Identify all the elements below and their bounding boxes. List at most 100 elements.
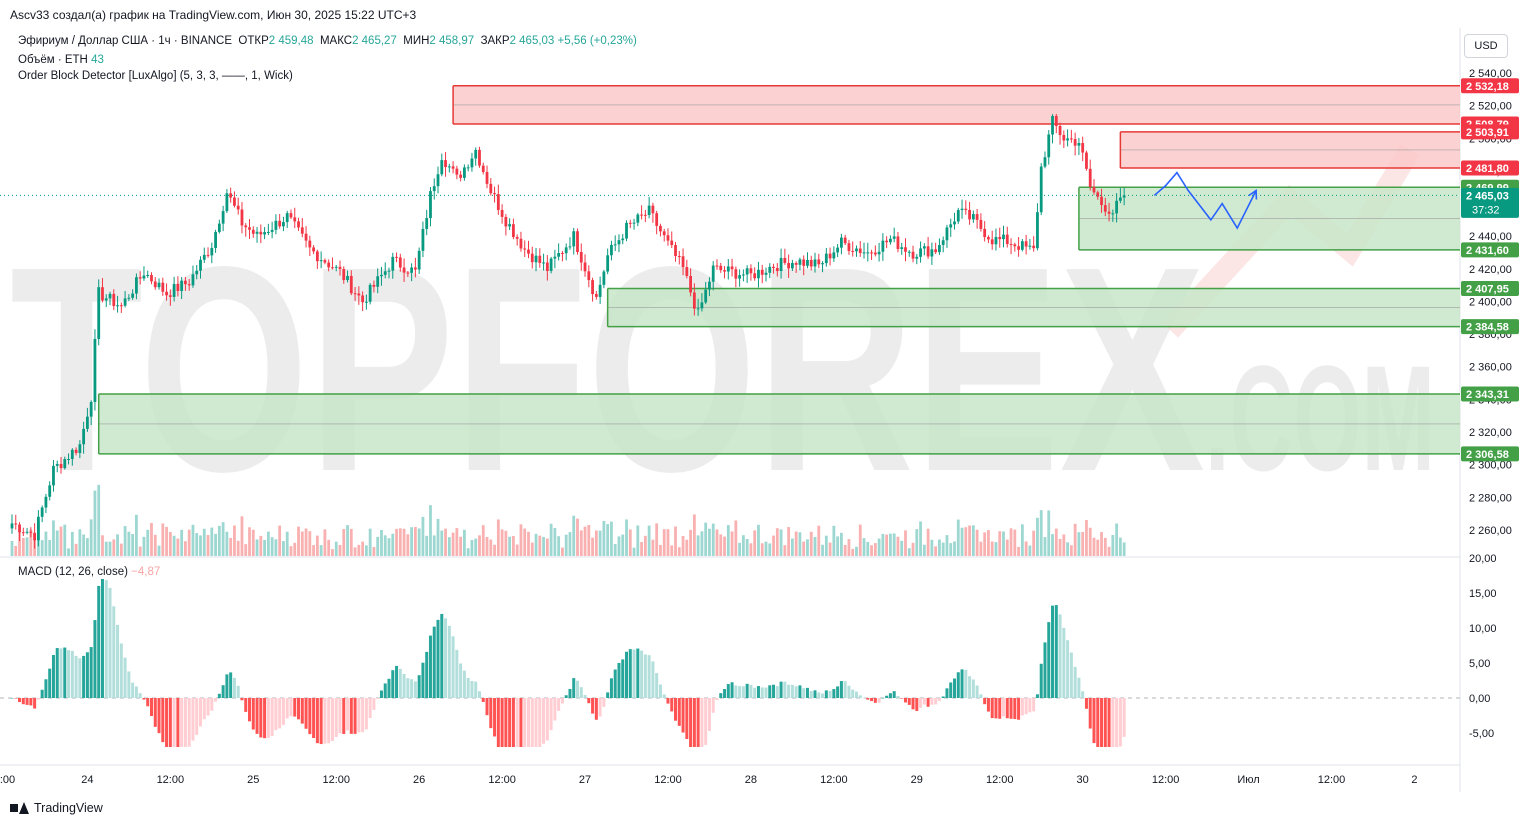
volume-bar [719, 534, 723, 556]
macd-bar [960, 669, 964, 698]
macd-bar [266, 698, 270, 738]
macd-bar [289, 698, 293, 717]
macd-bar [572, 678, 576, 698]
volume-bar [78, 529, 82, 556]
volume-bar [29, 529, 33, 556]
time-axis[interactable]: 2:00 24 12:00 25 12:00 26 12:00 27 12:00 28 12:00 2… [0, 774, 1418, 786]
chart-attribution: Ascv33 создал(а) график на TradingView.c… [10, 8, 417, 22]
volume-bar [455, 528, 459, 556]
candle-body [685, 267, 689, 276]
candle-body [636, 214, 640, 223]
candle-body [719, 265, 723, 271]
macd-bar [617, 662, 621, 698]
volume-bar [677, 547, 681, 556]
macd-bar [640, 650, 644, 698]
macd-bar [451, 636, 455, 698]
candle-body [131, 293, 135, 298]
volume-bar [700, 531, 704, 556]
volume-legend[interactable]: Объём · ETH 43 [18, 54, 104, 66]
macd-bar [410, 679, 414, 698]
volume-bar [63, 524, 67, 556]
candle-body [1092, 186, 1096, 193]
time-tick-label: 29 [911, 774, 923, 786]
macd-bar [953, 678, 956, 698]
macd-bar [560, 698, 564, 704]
volume-bar [934, 546, 938, 556]
forecast-drawing[interactable] [1153, 171, 1258, 230]
macd-legend[interactable]: MACD (12, 26, close) −4,87 [18, 566, 160, 578]
price-level-text: 2 465,03 [1466, 190, 1509, 202]
indicator-legend[interactable]: Order Block Detector [LuxAlgo] (5, 3, 3,… [18, 70, 293, 82]
volume-bar [297, 526, 300, 556]
macd-bar [1032, 698, 1036, 712]
volume-bar [323, 529, 327, 556]
candle-body [157, 282, 161, 288]
macd-bar [29, 698, 33, 706]
volume-bar [406, 534, 410, 556]
volume-bar [938, 539, 941, 556]
volume-bar [515, 544, 519, 556]
macd-bar [281, 698, 285, 725]
macd-bar [523, 698, 527, 747]
volume-bar [327, 539, 331, 556]
macd-bar [436, 619, 440, 698]
candle-body [1005, 234, 1009, 245]
macd-bar [323, 698, 327, 744]
price-level-label: 2 503,91 [1461, 124, 1519, 140]
volume-bar [994, 542, 998, 556]
macd-bar [278, 698, 282, 729]
candle-body [794, 262, 798, 265]
macd-bar [89, 647, 93, 698]
price-level-label: 2 481,80 [1461, 160, 1519, 176]
symbol-legend[interactable]: Эфириум / Доллар США · 1ч · BINANCE ОТКР… [18, 35, 637, 47]
volume-bar [93, 490, 97, 556]
candle-body [266, 231, 270, 233]
candle-body [564, 247, 568, 254]
macd-bar [723, 689, 727, 698]
macd-bar [632, 649, 636, 698]
volume-bar [889, 533, 892, 556]
macd-bar [941, 696, 945, 698]
volume-bar [425, 535, 429, 556]
volume-bar [862, 538, 866, 556]
macd-bar [496, 698, 500, 747]
macd-tick-label: 10,00 [1469, 623, 1497, 635]
candle-body [994, 236, 998, 245]
candle-body [1115, 200, 1119, 214]
candle-body [941, 240, 945, 246]
macd-bar [214, 698, 218, 702]
candle-body [753, 273, 757, 279]
volume-bar [331, 549, 334, 556]
macd-bar [368, 698, 372, 718]
volume-bar [1096, 539, 1100, 556]
candle-body [1122, 195, 1126, 198]
macd-bar [681, 698, 685, 733]
macd-bar [372, 698, 376, 710]
macd-bar [772, 684, 776, 698]
candle-body [602, 271, 606, 285]
currency-button[interactable]: USD [1464, 34, 1508, 58]
macd-bar [847, 685, 851, 698]
macd-bar [1058, 614, 1062, 698]
candle-body [821, 263, 824, 265]
macd-bar [346, 698, 350, 731]
volume-bar [1032, 530, 1036, 556]
macd-bar [236, 685, 240, 698]
candle-body [101, 287, 104, 301]
time-tick-label: 12:00 [654, 774, 682, 786]
volume-bar [647, 525, 651, 556]
candle-body [987, 237, 990, 240]
price-level-text: 2 481,80 [1466, 163, 1509, 175]
macd-bar [696, 698, 700, 747]
price-tick-label: 2 280,00 [1469, 492, 1512, 504]
volume-bar [466, 548, 470, 556]
volume-bar [757, 524, 760, 556]
macd-bar [651, 661, 655, 698]
macd-bar [643, 654, 647, 698]
candle-body [202, 254, 206, 260]
volume-bar [55, 530, 59, 556]
candle-body [1002, 234, 1005, 240]
macd-bar [900, 698, 904, 699]
macd-bar [542, 698, 546, 744]
time-tick-label: Июл [1237, 774, 1259, 786]
